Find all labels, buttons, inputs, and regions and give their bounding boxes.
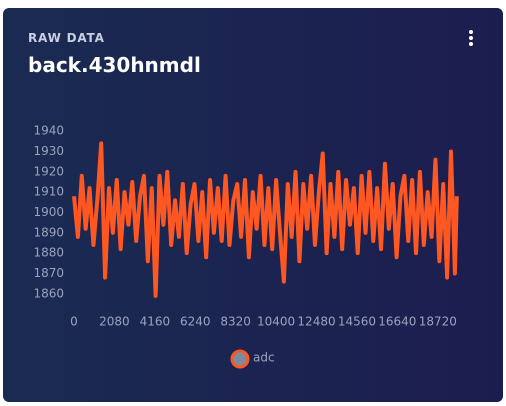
menu-button[interactable] (469, 30, 473, 48)
x-tick-label: 16640 (378, 315, 416, 329)
card-label: RAW DATA (28, 31, 105, 45)
y-tick-label: 1930 (33, 144, 64, 158)
x-tick-label: 6240 (180, 315, 211, 329)
legend-marker (230, 349, 250, 369)
y-tick-label: 1920 (33, 164, 64, 178)
y-tick-label: 1910 (33, 185, 64, 199)
y-tick-label: 1940 (33, 124, 64, 138)
y-tick-label: 1860 (33, 286, 64, 300)
legend-label: adc (253, 351, 275, 365)
x-tick-label: 14560 (338, 315, 376, 329)
x-tick-label: 4160 (140, 315, 171, 329)
y-tick-label: 1890 (33, 225, 64, 239)
x-tick-label: 8320 (220, 315, 251, 329)
x-tick-label: 0 (70, 315, 78, 329)
x-tick-label: 10400 (257, 315, 295, 329)
y-tick-label: 1880 (33, 246, 64, 260)
x-tick-label: 12480 (297, 315, 335, 329)
y-tick-label: 1870 (33, 266, 64, 280)
data-line (72, 141, 459, 298)
x-tick-label: 18720 (419, 315, 457, 329)
x-tick-label: 2080 (99, 315, 130, 329)
card-title: back.430hnmdl (28, 53, 201, 77)
y-tick-label: 1900 (33, 205, 64, 219)
